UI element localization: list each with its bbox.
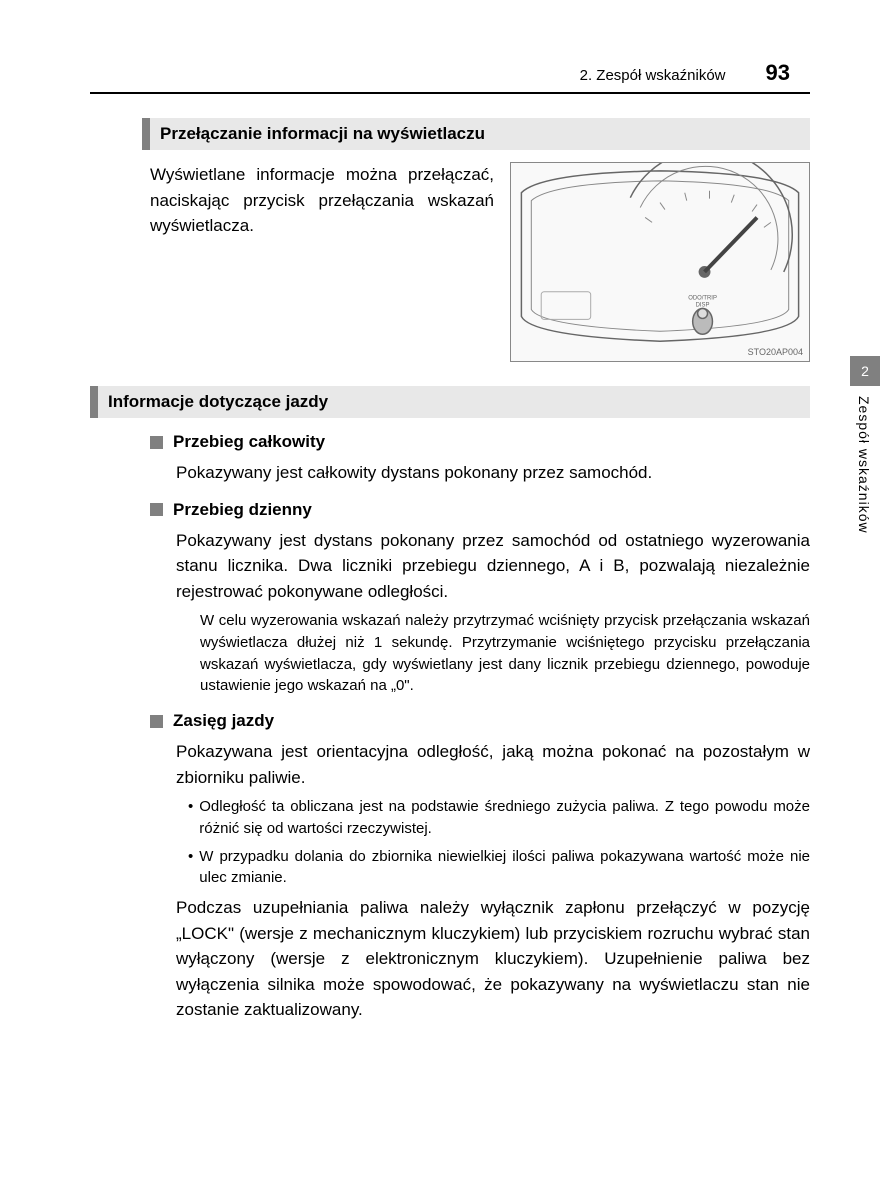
section-label: 2. Zespół wskaźników [580,67,726,84]
intro-paragraph: Wyświetlane informacje można przełączać,… [150,162,494,239]
header-rule [90,92,810,94]
sub-heading-text: Przebieg całkowity [173,432,325,452]
sub-heading: Przebieg dzienny [150,500,810,520]
side-tab-number: 2 [861,363,869,379]
bullet-item: • Odległość ta obliczana jest na podstaw… [188,796,810,840]
sub-heading: Zasięg jazdy [150,711,810,731]
svg-text:ODO/TRIP: ODO/TRIP [688,296,717,302]
side-tab: 2 [850,356,880,386]
bullet-text: W przypadku dolania do zbiornika niewiel… [199,846,810,890]
body-paragraph: Pokazywany jest całkowity dystans pokona… [176,460,810,486]
tail-paragraph: Podczas uzupełniania paliwa należy wyłąc… [176,895,810,1023]
body-paragraph: Pokazywany jest dystans pokonany przez s… [176,528,810,605]
figure-code: STO20AP004 [748,347,803,357]
sub-heading-text: Przebieg dzienny [173,500,312,520]
square-bullet-icon [150,436,163,449]
note-paragraph: W celu wyzerowania wskazań należy przytr… [200,610,810,697]
body-paragraph: Pokazywana jest orientacyjna odległość, … [176,739,810,790]
page-header: 2. Zespół wskaźników 93 [90,60,810,86]
side-section-label: Zespół wskaźników [856,396,872,534]
page-number: 93 [766,60,790,86]
section-heading-1: Przełączanie informacji na wyświetlaczu [142,118,810,150]
sub-heading-text: Zasięg jazdy [173,711,274,731]
dashboard-figure: ODO/TRIP DISP STO20AP004 [510,162,810,362]
section-heading-2: Informacje dotyczące jazdy [90,386,810,418]
square-bullet-icon [150,503,163,516]
bullet-dot-icon: • [188,846,193,890]
bullet-text: Odległość ta obliczana jest na podstawie… [199,796,810,840]
sub-heading: Przebieg całkowity [150,432,810,452]
bullet-item: • W przypadku dolania do zbiornika niewi… [188,846,810,890]
bullet-dot-icon: • [188,796,193,840]
svg-text:DISP: DISP [696,303,710,309]
square-bullet-icon [150,715,163,728]
